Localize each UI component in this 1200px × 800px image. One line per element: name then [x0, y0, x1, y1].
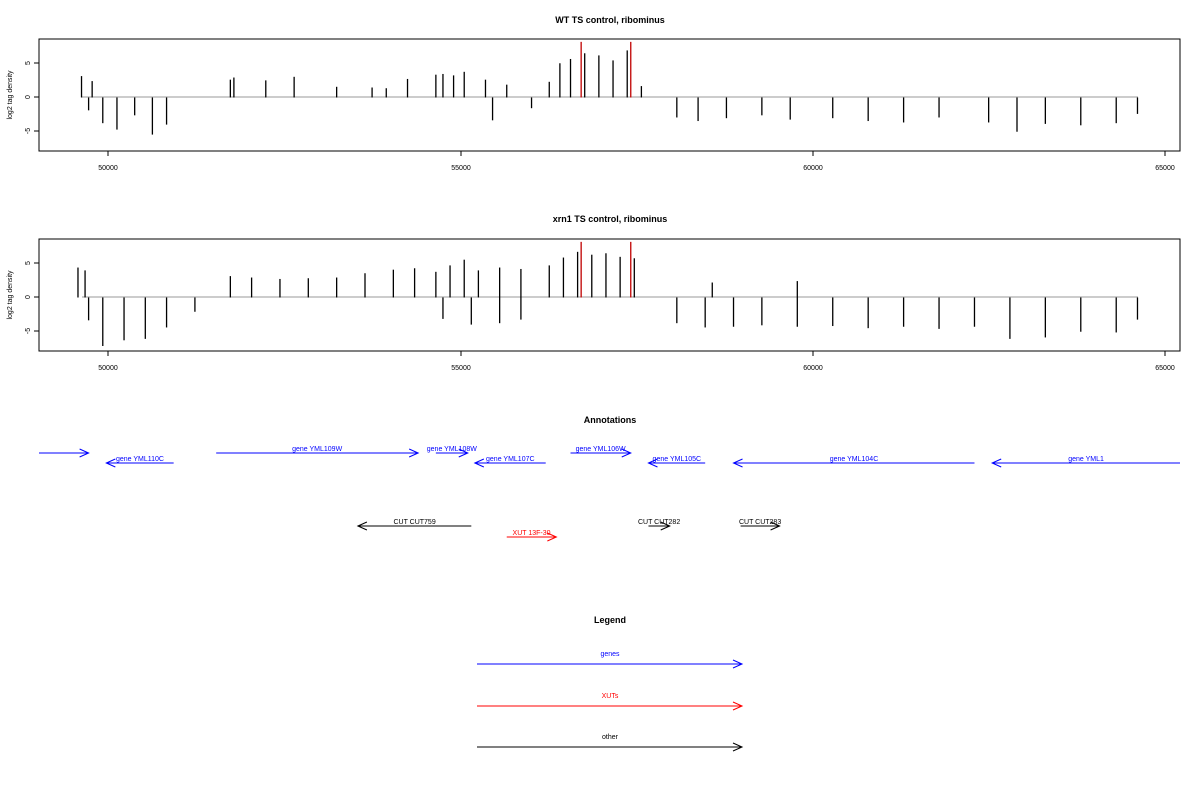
x-tick-label: 55000: [451, 165, 471, 172]
plot-frame-xrn1: [38, 238, 1181, 352]
feature-label: gene YML110C: [116, 456, 164, 463]
feature-label: gene YML108W: [427, 446, 477, 453]
feature-gene: gene YML110C: [105, 456, 174, 468]
legend-item-label: other: [602, 734, 619, 741]
x-tick-label: 60000: [803, 365, 823, 372]
feature-other: CUT CUT283: [739, 519, 781, 531]
feature-gene: gene YML1: [990, 456, 1180, 468]
feature-label: gene YML1: [1068, 456, 1104, 463]
feature-label: gene YML105C: [653, 456, 702, 463]
x-axis-wt: 50000 55000 60000 65000: [98, 151, 1175, 172]
y-tick-label: 5: [25, 261, 32, 265]
y-tick-label: 5: [25, 61, 32, 65]
feature-label: CUT CUT282: [638, 519, 680, 526]
coverage-bars-xrn1: [77, 241, 1139, 347]
feature-gene: gene YML108W: [427, 446, 477, 458]
x-tick-label: 65000: [1155, 365, 1175, 372]
feature-label: gene YML107C: [486, 456, 535, 463]
x-tick-label: 55000: [451, 365, 471, 372]
feature-gene: gene YML109W: [216, 446, 420, 458]
feature-other: CUT CUT282: [638, 519, 680, 531]
feature-label: CUT CUT283: [739, 519, 781, 526]
xrn1-coverage-panel: xrn1 TS control, ribominus log2 tag dens…: [7, 214, 1181, 372]
x-tick-label: 60000: [803, 165, 823, 172]
coverage-bars-wt: [80, 41, 1139, 135]
feature-xut: XUT 13F-30: [506, 530, 558, 542]
legend-title: Legend: [594, 615, 626, 625]
panel-title-wt: WT TS control, ribominus: [555, 15, 665, 25]
feature-other: CUT CUT759: [356, 519, 472, 531]
x-tick-label: 50000: [98, 365, 118, 372]
legend-item: genes: [477, 651, 744, 669]
feature-gene: gene YML104C: [732, 456, 975, 468]
x-axis-xrn1: 50000 55000 60000 65000: [98, 351, 1175, 372]
feature-label: gene YML106W: [576, 446, 626, 453]
y-axis-label-wt: log2 tag density: [7, 70, 14, 120]
y-axis-label-xrn1: log2 tag density: [7, 270, 14, 320]
legend: Legend genes XUTs other: [477, 615, 744, 752]
y-tick-label: -5: [25, 328, 32, 334]
feature-label: gene YML104C: [830, 456, 879, 463]
x-tick-label: 65000: [1155, 165, 1175, 172]
feature-label: gene YML109W: [292, 446, 342, 453]
feature-label: CUT CUT759: [393, 519, 435, 526]
legend-item: other: [477, 734, 744, 752]
legend-item: XUTs: [477, 693, 744, 711]
y-tick-label: -5: [25, 128, 32, 134]
feature-label: XUT 13F-30: [513, 530, 551, 537]
wt-coverage-panel: WT TS control, ribominus log2 tag densit…: [7, 15, 1181, 172]
legend-item-label: genes: [600, 651, 620, 658]
feature-gene: gene YML106W: [570, 446, 632, 458]
legend-items: genes XUTs other: [477, 651, 744, 752]
y-axis-wt: 5 0 -5: [25, 61, 39, 134]
y-tick-label: 0: [25, 295, 32, 299]
y-tick-label: 0: [25, 95, 32, 99]
feature-arrows: gene YML110C gene YML109W gene YML108W gene…: [39, 446, 1180, 542]
x-tick-label: 50000: [98, 165, 118, 172]
legend-item-label: XUTs: [602, 693, 619, 700]
feature-gene: [39, 448, 90, 458]
y-axis-xrn1: 5 0 -5: [25, 261, 39, 334]
feature-gene: gene YML105C: [647, 456, 706, 468]
feature-gene: gene YML107C: [473, 456, 546, 468]
panel-title-xrn1: xrn1 TS control, ribominus: [553, 214, 668, 224]
plot-frame-wt: [38, 38, 1181, 152]
annotations-title: Annotations: [584, 415, 637, 425]
